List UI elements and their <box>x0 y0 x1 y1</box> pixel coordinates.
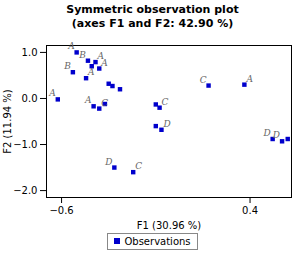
svg-text:1.0: 1.0 <box>22 46 38 57</box>
svg-text:0.4: 0.4 <box>242 204 258 215</box>
svg-text:A: A <box>245 73 253 83</box>
svg-text:−2.0: −2.0 <box>13 184 37 195</box>
svg-text:0.0: 0.0 <box>22 92 38 103</box>
svg-text:B: B <box>78 49 86 59</box>
svg-text:D: D <box>104 156 112 166</box>
svg-text:−0.6: −0.6 <box>49 204 73 215</box>
svg-text:D: D <box>272 130 280 140</box>
svg-text:A: A <box>100 57 108 67</box>
svg-text:C: C <box>200 74 207 84</box>
svg-text:D: D <box>162 118 170 128</box>
svg-text:D: D <box>262 128 270 138</box>
svg-text:A: A <box>84 95 92 105</box>
svg-text:F2 (11.94 %): F2 (11.94 %) <box>2 89 13 154</box>
svg-text:A: A <box>67 41 75 51</box>
html-text:Symmetric observation plot (ax: Symmetric observation plot (axes F1 and … <box>66 3 239 30</box>
svg-text:−1.0: −1.0 <box>13 138 37 149</box>
svg-text:C: C <box>101 97 108 107</box>
svg-text:C: C <box>135 161 142 171</box>
svg-text:B: B <box>63 61 71 71</box>
svg-text:C: C <box>162 96 169 106</box>
svg-text:A: A <box>97 50 104 61</box>
svg-text:A: A <box>87 67 95 77</box>
html-text:Observations: Observations <box>124 235 191 247</box>
svg-text:F1 (30.96 %): F1 (30.96 %) <box>137 219 202 230</box>
svg-text:A: A <box>48 88 56 98</box>
